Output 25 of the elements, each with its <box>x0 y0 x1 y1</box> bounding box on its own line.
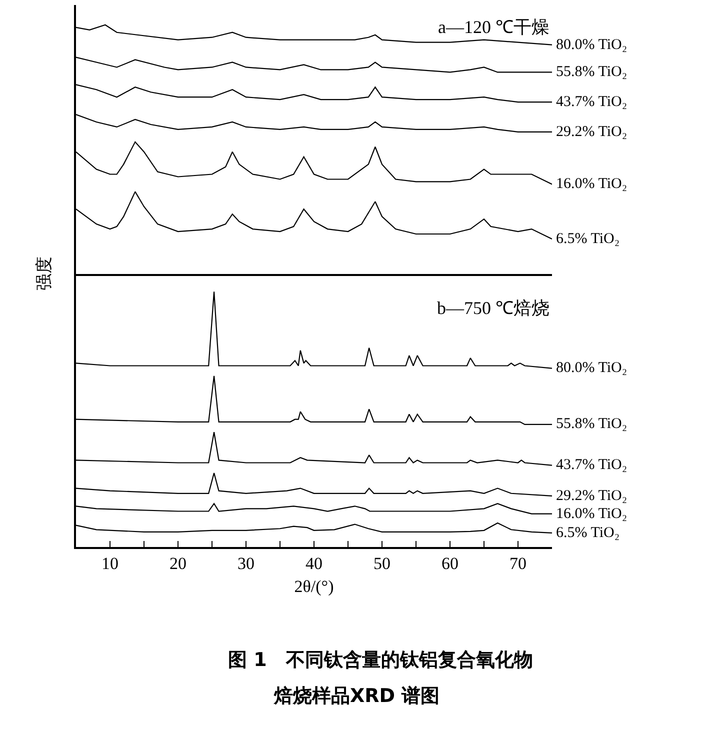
series-label: 80.0% TiO₂ <box>556 360 628 376</box>
x-tick-label: 50 <box>374 554 390 574</box>
chart-title: a—120 ℃干燥 <box>438 17 550 37</box>
text: 焙烧样品XRD 谱图 <box>273 685 440 707</box>
caption: 图 1 不同钛含量的钛铝复合氧化物 <box>228 649 533 671</box>
x-tick-label: 40 <box>306 554 322 574</box>
x-tick-label: 30 <box>238 554 254 574</box>
series-label: 6.5% TiO₂ <box>556 525 620 541</box>
x-tick-label: 20 <box>170 554 186 574</box>
series-label: 80.0% TiO₂ <box>556 37 628 53</box>
series-label: 55.8% TiO₂ <box>556 64 628 80</box>
x-tick-label: 70 <box>510 554 526 574</box>
series-label: 43.7% TiO₂ <box>556 94 628 110</box>
series-label: 16.0% TiO₂ <box>556 176 628 192</box>
chart-title: b—750 ℃焙烧 <box>437 298 550 318</box>
series-label: 43.7% TiO₂ <box>556 457 628 473</box>
y-axis-title: 强度 <box>34 256 54 290</box>
series-label: 55.8% TiO₂ <box>556 416 628 432</box>
x-axis-title: 2θ/(°) <box>294 577 334 596</box>
series-label: 16.0% TiO₂ <box>556 506 628 522</box>
series-label: 29.2% TiO₂ <box>556 488 628 504</box>
x-tick-label: 10 <box>102 554 118 574</box>
series-label: 29.2% TiO₂ <box>556 124 628 140</box>
series-label: 6.5% TiO₂ <box>556 231 620 247</box>
x-tick-label: 60 <box>442 554 458 574</box>
